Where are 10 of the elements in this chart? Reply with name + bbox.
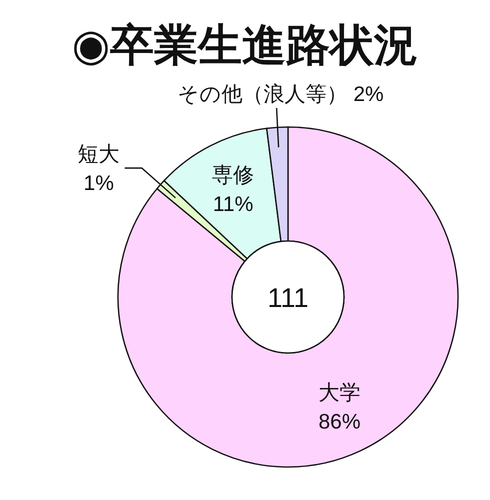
data-label: 11% [212, 193, 254, 216]
slice-label: 専修 [212, 164, 254, 188]
data-label: 2% [347, 83, 384, 106]
chart-title: ◉卒業生進路状況 [72, 21, 418, 70]
slice-label: 大学 [318, 382, 361, 405]
data-label: 1% [84, 172, 114, 196]
slice-label: 短大 [78, 143, 120, 166]
data-label: 86% [318, 410, 361, 434]
text: 111 [267, 283, 309, 313]
slice-label: その他（浪人等） [177, 83, 348, 106]
